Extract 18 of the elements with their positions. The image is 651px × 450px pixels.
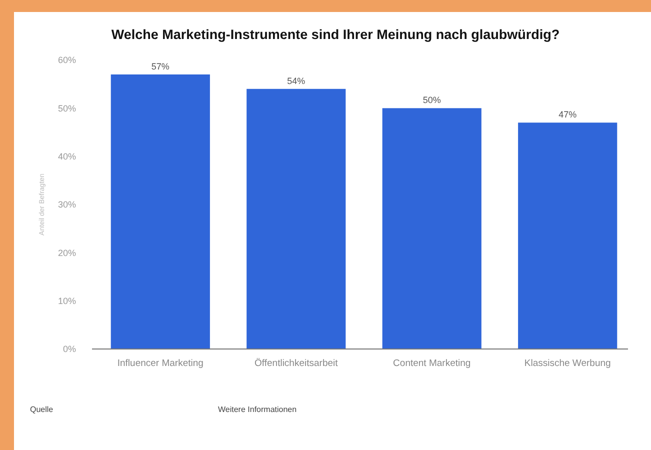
data-label: 54% (287, 76, 306, 86)
y-tick-label: 50% (58, 103, 76, 114)
data-label: 47% (558, 110, 577, 120)
x-tick-label: Influencer Marketing (117, 358, 204, 369)
y-tick-label: 10% (58, 296, 76, 306)
y-tick-label: 30% (58, 200, 76, 210)
data-label: 50% (422, 95, 441, 106)
x-tick-label: Öffentlichkeitsarbeit (254, 358, 338, 369)
y-tick-label: 0% (62, 344, 76, 354)
text: Quelle (30, 405, 54, 414)
y-tick-label: 40% (58, 151, 76, 162)
x-tick-label: Content Marketing (393, 358, 471, 369)
y-tick-label: 20% (58, 248, 76, 258)
chart-title: Welche Marketing-Instrumente sind Ihrer Meinung nach glaubwürdig? (111, 27, 560, 42)
text: Weitere Informationen (218, 405, 297, 414)
data-label: 57% (151, 61, 170, 72)
x-tick-label: Klassische Werbung (524, 358, 611, 369)
y-tick-label: 60% (58, 55, 76, 66)
